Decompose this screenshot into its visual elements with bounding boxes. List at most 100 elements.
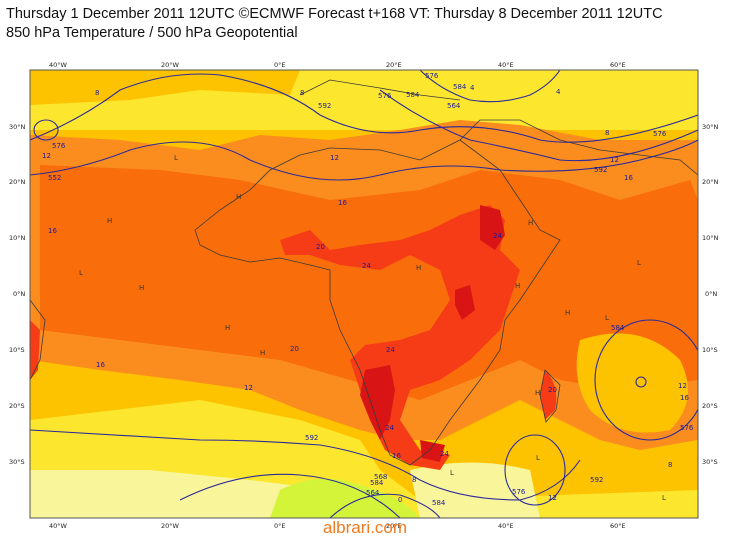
temp-label: 12 [244,384,253,392]
lon-label: 40°E [498,61,514,69]
temp-label: 24 [385,424,394,432]
temp-label: 16 [680,394,689,402]
geopotential-label: 584 [611,324,625,332]
svg-text:H: H [225,324,230,332]
temp-label: 24 [440,450,449,458]
lon-labels-bottom: 40°W 20°W 0°E 20°E 40°E 60°E [49,522,626,530]
lat-label: 20°N [9,178,26,186]
temp-label: 12 [610,156,619,164]
temp-label: 20 [548,386,557,394]
geopotential-label: 576 [52,142,66,150]
lat-label: 30°N [9,123,26,131]
lon-labels-top: 40°W 20°W 0°E 20°E 40°E 60°E [49,61,626,69]
lat-labels-left: 30°N 20°N 10°N 0°N 10°S 20°S 30°S [9,123,26,466]
geopotential-label: 564 [447,102,461,110]
map-title: Thursday 1 December 2011 12UTC ©ECMWF Fo… [6,6,663,22]
lat-label: 20°N [702,178,719,186]
svg-text:L: L [605,314,609,322]
geopotential-labels: 576 552 592 576 584 576 564 584 592 576 … [48,72,694,507]
geopotential-label: 564 [366,489,380,497]
temp-label: 8 [95,89,99,97]
temp-label: 24 [386,346,395,354]
temp-label: 4 [556,88,561,96]
temp-label: 8 [300,89,304,97]
geopotential-label: 584 [370,479,384,487]
lon-label: 20°W [161,522,180,530]
lat-label: 10°S [9,346,25,354]
svg-text:L: L [662,494,666,502]
svg-text:L: L [637,259,641,267]
pressure-markers: H H L H H H H H H L H L H L L L L [79,154,666,502]
svg-text:L: L [536,454,540,462]
map-subtitle: 850 hPa Temperature / 500 hPa Geopotenti… [6,25,298,41]
geopotential-label: 584 [453,83,467,91]
temp-label: 8 [668,461,672,469]
lat-label: 30°S [702,458,718,466]
geopotential-contours [30,70,698,518]
svg-text:H: H [528,219,533,227]
svg-text:H: H [416,264,421,272]
geopotential-label: 576 [653,130,667,138]
temp-label: 24 [362,262,371,270]
geopotential-label: 576 [378,92,392,100]
geopotential-label: 568 [374,473,387,481]
geopotential-label: 576 [425,72,439,80]
svg-text:H: H [107,217,112,225]
temp-label: 16 [392,452,401,460]
temp-label: 24 [493,232,502,240]
lon-label: 20°W [161,61,180,69]
temp-label: 16 [96,361,105,369]
lat-label: 20°S [9,402,25,410]
lat-label: 20°S [702,402,718,410]
svg-text:H: H [236,193,241,201]
lon-label: 40°E [498,522,514,530]
svg-text:H: H [515,282,520,290]
lat-label: 30°S [9,458,25,466]
lon-label: 0°E [274,522,286,530]
svg-text:H: H [260,349,265,357]
lon-label: 60°E [610,61,626,69]
temp-label: 4 [470,84,475,92]
lat-label: 0°N [13,290,25,298]
svg-text:L: L [174,154,178,162]
temp-label: 12 [330,154,339,162]
geopotential-label: 592 [305,434,318,442]
lat-labels-right: 30°N 20°N 10°N 0°N 10°S 20°S 30°S [702,123,719,466]
map-frame [29,69,699,519]
svg-text:H: H [535,389,540,397]
watermark: albrari.com [322,518,408,537]
temperature-labels: 8 8 12 12 16 16 16 20 20 24 24 24 24 24 … [42,84,689,504]
svg-text:H: H [565,309,570,317]
temperature-field [30,70,698,518]
lon-label: 0°E [274,61,286,69]
lon-label: 40°W [49,61,68,69]
temp-label: 16 [338,199,347,207]
lat-label: 30°N [702,123,719,131]
lon-label: 20°E [386,522,402,530]
lat-label: 0°N [705,290,717,298]
temp-label: 12 [678,382,687,390]
lat-label: 10°N [9,234,26,242]
temp-label: 20 [316,243,325,251]
temp-label: 0 [398,496,402,504]
geopotential-label: 552 [48,174,61,182]
temp-label: 12 [548,494,557,502]
temp-label: 8 [412,476,416,484]
svg-text:H: H [139,284,144,292]
temp-label: 8 [605,129,609,137]
geopotential-label: 584 [432,499,446,507]
lon-label: 20°E [386,61,402,69]
geopotential-label: 576 [512,488,526,496]
geopotential-label: 584 [406,91,420,99]
lat-label: 10°S [702,346,718,354]
geopotential-label: 592 [594,166,607,174]
temp-label: 12 [42,152,51,160]
geopotential-label: 592 [590,476,603,484]
svg-text:L: L [450,469,454,477]
coastlines [30,79,698,466]
temp-label: 16 [624,174,633,182]
temp-label: 16 [48,227,57,235]
geopotential-label: 592 [318,102,331,110]
lon-label: 40°W [49,522,68,530]
